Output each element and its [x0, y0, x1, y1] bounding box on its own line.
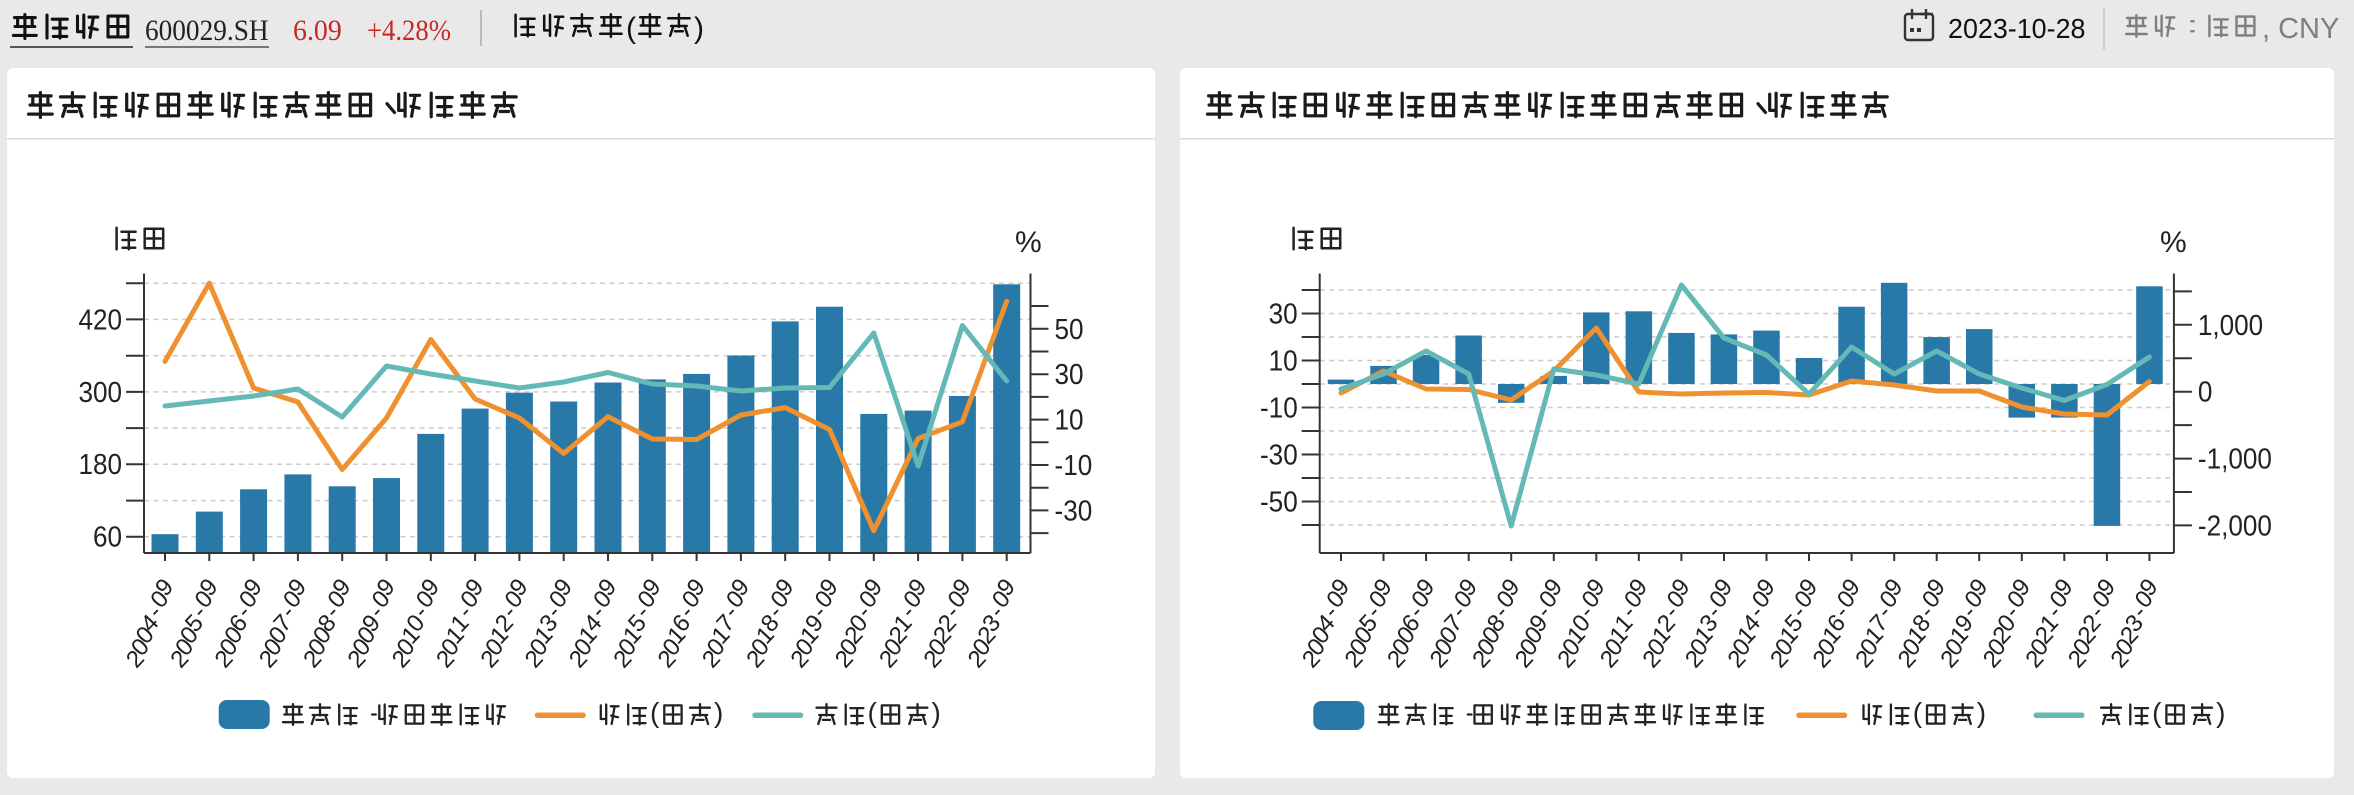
svg-text:): )	[1977, 697, 1986, 728]
svg-text:(: (	[650, 697, 660, 728]
svg-text:): )	[694, 12, 704, 45]
svg-text:-10: -10	[1055, 449, 1093, 482]
svg-text:30: 30	[1269, 297, 1298, 330]
svg-text:1,000: 1,000	[2198, 309, 2263, 342]
svg-text:+4.28%: +4.28%	[367, 15, 451, 48]
svg-text:): )	[932, 697, 941, 728]
svg-text:-30: -30	[1055, 494, 1093, 527]
svg-text:(: (	[2152, 697, 2162, 728]
svg-text:420: 420	[78, 303, 122, 336]
svg-text:300: 300	[78, 376, 122, 409]
svg-text:-50: -50	[1260, 485, 1298, 518]
svg-text:60: 60	[93, 520, 122, 553]
svg-text:10: 10	[1055, 403, 1084, 436]
svg-text:180: 180	[78, 448, 122, 481]
svg-text:6.09: 6.09	[293, 14, 342, 47]
svg-text:2023-10-28: 2023-10-28	[1948, 12, 2085, 44]
svg-text:%: %	[2160, 226, 2187, 259]
svg-text:-2,000: -2,000	[2198, 509, 2272, 542]
svg-text:-30: -30	[1260, 438, 1298, 471]
svg-text:10: 10	[1269, 344, 1298, 377]
svg-text:50: 50	[1055, 313, 1084, 346]
svg-text:%: %	[1015, 226, 1042, 259]
svg-text:): )	[714, 697, 723, 728]
svg-text:600029.SH: 600029.SH	[145, 14, 269, 47]
svg-text:-1,000: -1,000	[2198, 442, 2272, 475]
svg-text:(: (	[1913, 697, 1923, 728]
svg-text:(: (	[626, 12, 636, 45]
svg-text:0: 0	[2198, 375, 2213, 408]
svg-text:, CNY: , CNY	[2262, 13, 2339, 45]
svg-text:): )	[2216, 697, 2225, 728]
svg-text:30: 30	[1055, 358, 1084, 391]
svg-text:(: (	[868, 697, 878, 728]
svg-text:-10: -10	[1260, 391, 1298, 424]
